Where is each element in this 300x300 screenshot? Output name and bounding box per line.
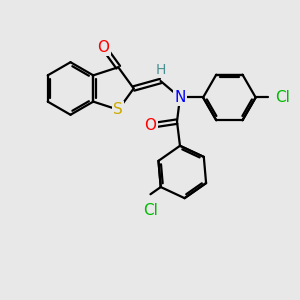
Text: N: N — [174, 90, 186, 105]
Text: Cl: Cl — [143, 202, 158, 217]
Text: Cl: Cl — [275, 90, 290, 105]
Text: H: H — [155, 63, 166, 77]
Text: O: O — [98, 40, 110, 55]
Text: O: O — [145, 118, 157, 133]
Text: S: S — [113, 102, 123, 117]
